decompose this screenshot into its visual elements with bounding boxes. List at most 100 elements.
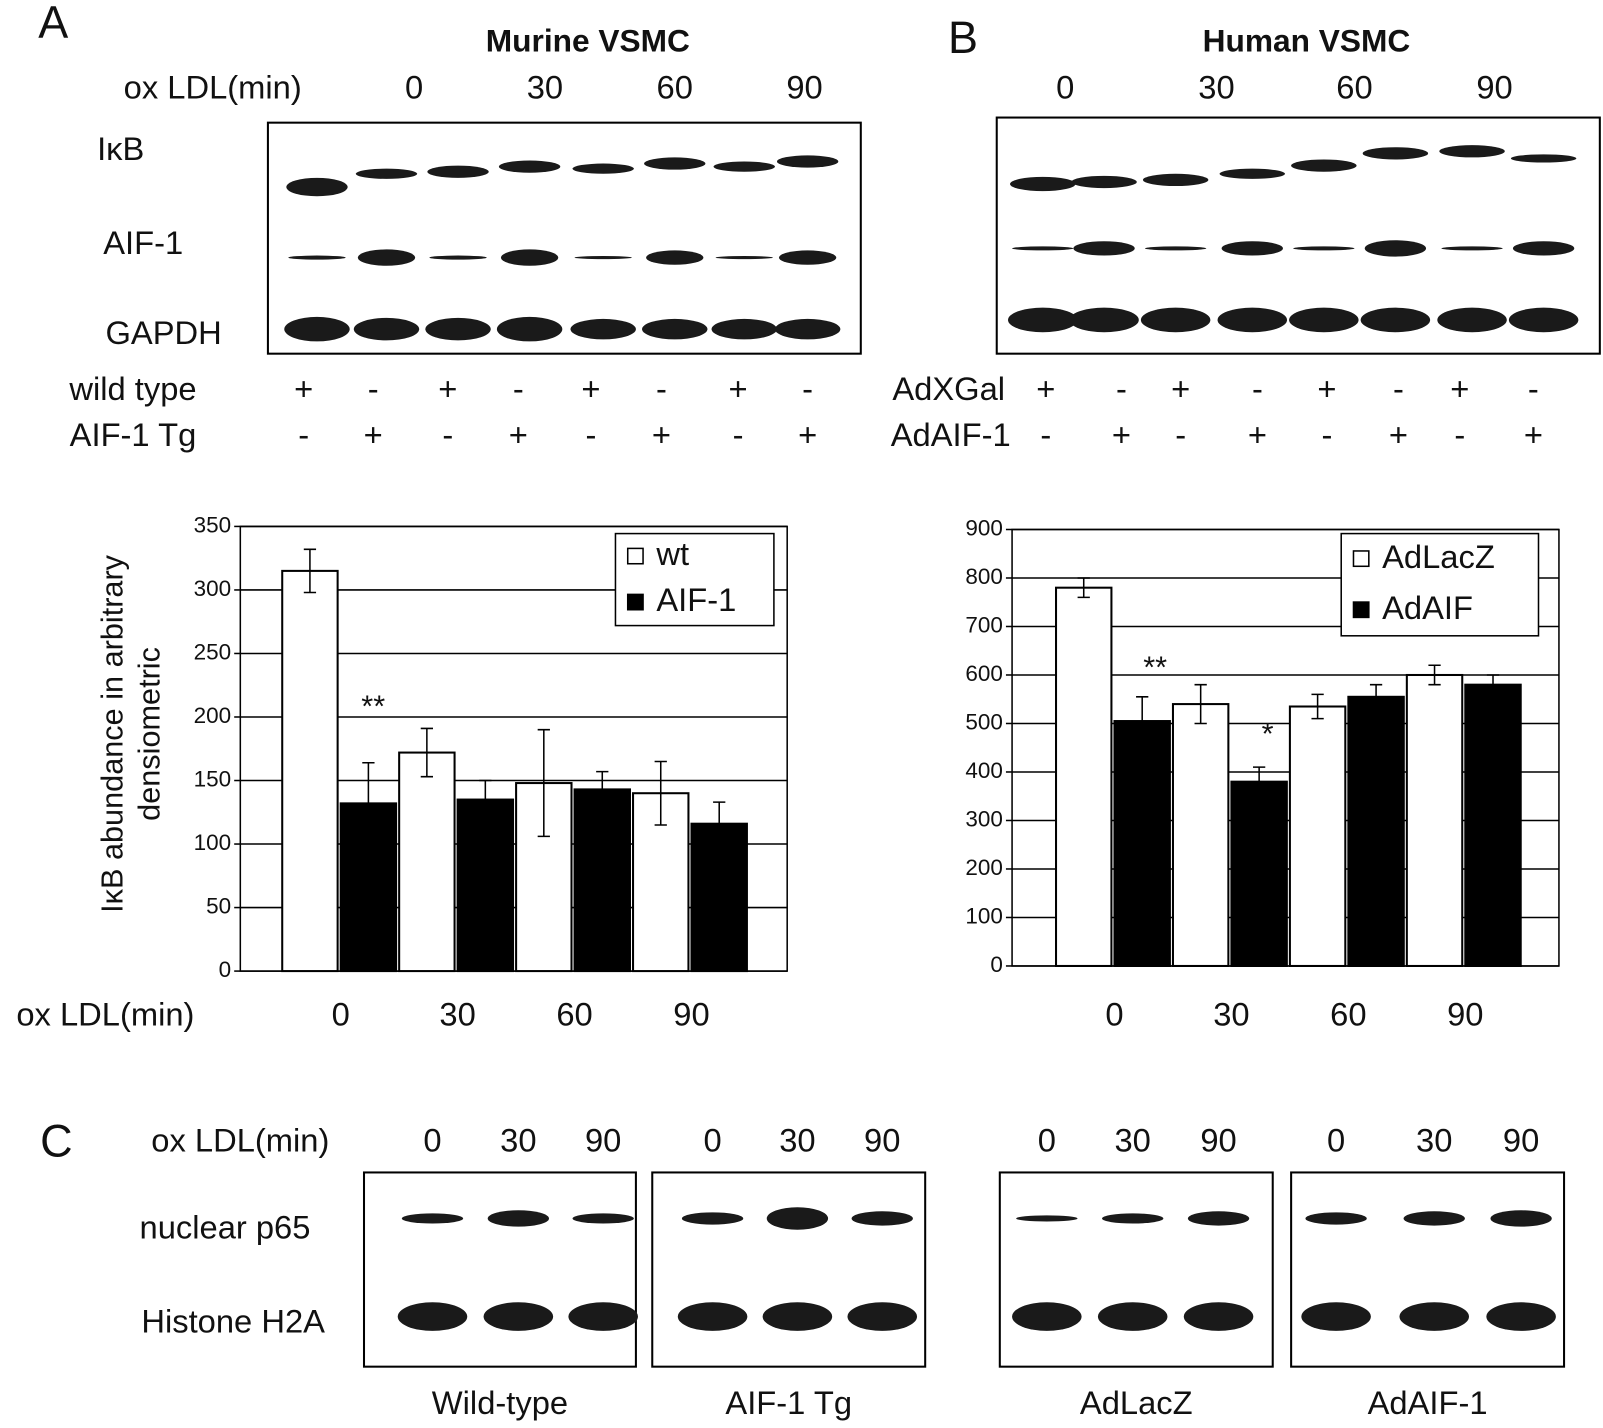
blot-frame bbox=[651, 1171, 927, 1368]
condition-label: AIF-1 Tg bbox=[70, 416, 197, 453]
row-label: AIF-1 bbox=[103, 224, 183, 261]
condition-sign: - bbox=[1321, 416, 1332, 453]
y-tick-label: 400 bbox=[965, 758, 1003, 783]
bar bbox=[339, 802, 398, 973]
blot-band bbox=[711, 318, 777, 340]
x-tick-label: 60 bbox=[1330, 996, 1366, 1033]
y-tick-label: 150 bbox=[194, 766, 232, 791]
error-bar bbox=[596, 770, 609, 808]
bar bbox=[1230, 780, 1288, 967]
bar bbox=[1055, 586, 1113, 967]
time-tick: 0 bbox=[1327, 1121, 1345, 1158]
y-axis-label: densiometric bbox=[132, 647, 166, 821]
condition-sign: - bbox=[1116, 370, 1127, 407]
condition-sign: - bbox=[1393, 370, 1404, 407]
error-bar bbox=[537, 728, 550, 838]
blot-band bbox=[496, 316, 563, 342]
blot-frame bbox=[1290, 1171, 1566, 1368]
time-tick: 30 bbox=[1416, 1121, 1452, 1158]
condition-sign: - bbox=[513, 370, 524, 407]
time-tick: 0 bbox=[1056, 69, 1074, 106]
legend-frame bbox=[1340, 532, 1540, 637]
y-tick-label: 900 bbox=[965, 515, 1003, 540]
blot-band bbox=[397, 1302, 468, 1331]
legend-label: AdAIF bbox=[1382, 589, 1473, 626]
blot-band bbox=[1010, 176, 1076, 192]
blot-band bbox=[1362, 147, 1429, 160]
bar bbox=[573, 788, 631, 973]
panel-label: B bbox=[948, 12, 978, 63]
condition-sign: - bbox=[1175, 416, 1186, 453]
time-tick: 0 bbox=[423, 1121, 441, 1158]
time-tick: 90 bbox=[864, 1121, 900, 1158]
row-label: nuclear p65 bbox=[140, 1208, 311, 1245]
error-bar bbox=[1253, 766, 1266, 797]
bar bbox=[690, 822, 748, 973]
blot-band bbox=[284, 316, 350, 342]
condition-sign: + bbox=[729, 370, 748, 407]
condition-sign: - bbox=[656, 370, 667, 407]
condition-sign: - bbox=[368, 370, 379, 407]
error-bar bbox=[420, 727, 434, 778]
condition-sign: - bbox=[733, 416, 744, 453]
time-label: ox LDL(min) bbox=[124, 69, 302, 106]
group-label: AdLacZ bbox=[1080, 1384, 1193, 1421]
blot-band bbox=[1364, 240, 1427, 257]
y-tick-label: 700 bbox=[965, 612, 1003, 637]
blot-band bbox=[1069, 307, 1139, 333]
condition-sign: - bbox=[585, 416, 596, 453]
time-tick: 30 bbox=[1198, 69, 1234, 106]
annotation: ** bbox=[1143, 651, 1167, 685]
blot-band bbox=[1399, 1302, 1469, 1331]
blot-band bbox=[1097, 1302, 1168, 1331]
blot-band bbox=[646, 250, 704, 265]
blot-band bbox=[1140, 307, 1211, 333]
condition-sign: - bbox=[1454, 416, 1465, 453]
x-tick-label: 0 bbox=[332, 996, 350, 1033]
blot-band bbox=[355, 168, 418, 179]
time-label: ox LDL(min) bbox=[151, 1121, 329, 1158]
blot-band bbox=[713, 161, 775, 172]
condition-sign: + bbox=[798, 416, 817, 453]
blot-band bbox=[1071, 175, 1137, 189]
blot-band bbox=[762, 1302, 833, 1331]
error-bar bbox=[1077, 577, 1090, 599]
error-bar bbox=[1486, 674, 1500, 696]
error-bar bbox=[1428, 664, 1441, 686]
condition-sign: + bbox=[1389, 416, 1408, 453]
bar bbox=[281, 569, 339, 973]
blot-band bbox=[572, 163, 634, 174]
condition-sign: + bbox=[1450, 370, 1469, 407]
blot-band bbox=[1508, 307, 1579, 333]
condition-sign: - bbox=[442, 416, 453, 453]
blot-band bbox=[1486, 1302, 1556, 1331]
blot-frame bbox=[362, 1171, 637, 1368]
blot-band bbox=[288, 255, 346, 260]
time-tick: 90 bbox=[585, 1121, 621, 1158]
blot-band bbox=[568, 1302, 638, 1331]
blot-band bbox=[644, 157, 706, 170]
condition-sign: + bbox=[438, 370, 457, 407]
blot-band bbox=[677, 1302, 748, 1331]
time-tick: 60 bbox=[657, 69, 693, 106]
blot-band bbox=[1441, 246, 1503, 251]
legend-swatch bbox=[1352, 601, 1370, 619]
y-axis-label: IκB abundance in arbitrary bbox=[96, 554, 130, 913]
time-tick: 0 bbox=[703, 1121, 721, 1158]
blot-band bbox=[1217, 307, 1288, 333]
blot-band bbox=[766, 1207, 829, 1230]
blot-band bbox=[1007, 307, 1078, 333]
condition-label: AdAIF-1 bbox=[891, 416, 1011, 453]
y-tick-label: 800 bbox=[965, 564, 1003, 589]
y-tick-label: 0 bbox=[219, 957, 232, 982]
condition-sign: + bbox=[509, 416, 528, 453]
error-bar bbox=[303, 548, 317, 594]
condition-sign: + bbox=[1524, 416, 1543, 453]
condition-sign: + bbox=[364, 416, 383, 453]
x-tick-label: 90 bbox=[1447, 996, 1483, 1033]
error-bar bbox=[1194, 683, 1207, 725]
blot-band bbox=[570, 318, 636, 340]
bar bbox=[1113, 720, 1171, 967]
y-tick-label: 200 bbox=[965, 855, 1003, 880]
